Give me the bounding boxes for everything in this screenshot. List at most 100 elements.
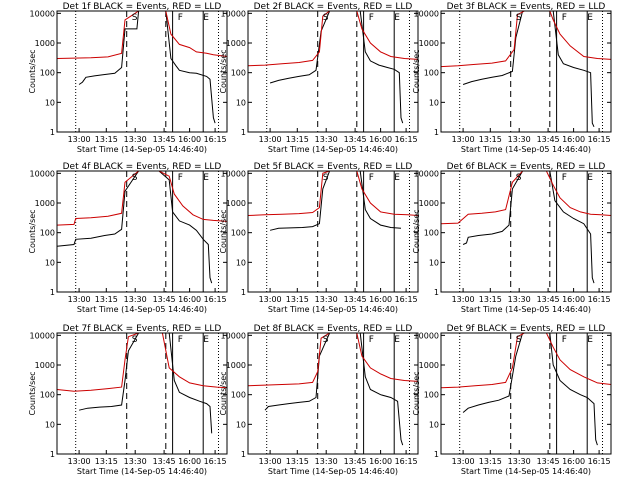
x-tick-label: 13:15 — [479, 135, 502, 144]
y-axis-label: Counts/sec — [28, 209, 37, 253]
x-tick-label: 13:30 — [315, 135, 338, 144]
series-line-lld — [440, 332, 612, 389]
x-tick-label: 13:45 — [344, 457, 367, 466]
y-tick-label: 10 — [429, 420, 439, 429]
x-tick-label: 13:15 — [479, 457, 502, 466]
x-tick-label: 16:15 — [588, 295, 611, 304]
x-tick-label: 13:15 — [286, 295, 309, 304]
x-tick-label: 16:00 — [178, 295, 201, 304]
x-tick-label: 13:00 — [68, 135, 91, 144]
series-line-events — [269, 10, 404, 124]
x-tick-label: 16:15 — [395, 295, 418, 304]
series-line-events — [78, 10, 216, 124]
y-tick-label: 100 — [424, 391, 439, 400]
y-tick-label: 1 — [434, 128, 439, 137]
plot-frame — [56, 10, 228, 133]
y-tick-label: 1 — [50, 128, 55, 137]
x-axis-label: Start Time (14-Sep-05 14:46:40) — [461, 305, 591, 314]
y-tick-label: 100 — [40, 69, 55, 78]
x-tick-label: 13:00 — [452, 457, 475, 466]
series-line-events — [462, 10, 595, 128]
event-marker-f: F — [562, 173, 567, 183]
x-tick-label: 13:15 — [95, 457, 118, 466]
x-tick-label: 13:00 — [259, 295, 282, 304]
x-tick-label: 13:00 — [452, 135, 475, 144]
y-tick-label: 10 — [45, 420, 55, 429]
y-tick-label: 100 — [231, 69, 246, 78]
y-axis-label: Counts/sec — [412, 209, 421, 253]
y-tick-label: 100 — [231, 391, 246, 400]
event-marker-s: S — [132, 173, 138, 183]
y-tick-label: 10000 — [414, 9, 439, 18]
y-tick-label: 1 — [434, 450, 439, 459]
y-tick-label: 1000 — [35, 361, 55, 370]
series-line-lld — [56, 170, 228, 226]
y-tick-label: 1000 — [35, 39, 55, 48]
x-axis-label: Start Time (14-Sep-05 14:46:40) — [268, 305, 398, 314]
event-marker-f: F — [178, 173, 183, 183]
y-tick-label: 100 — [231, 229, 246, 238]
event-marker-s: S — [516, 335, 522, 345]
series-line-events — [56, 170, 213, 284]
plot-frame — [56, 170, 228, 293]
y-tick-label: 10000 — [414, 169, 439, 178]
event-marker-s: S — [323, 13, 329, 23]
y-tick-label: 1 — [50, 288, 55, 297]
y-tick-label: 100 — [424, 229, 439, 238]
y-tick-label: 10 — [236, 420, 246, 429]
x-tick-label: 13:00 — [68, 457, 91, 466]
y-tick-label: 1000 — [419, 361, 439, 370]
event-marker-e: E — [394, 335, 400, 345]
x-tick-label: 16:15 — [204, 457, 227, 466]
chart-title: Det 3f BLACK = Events, RED = LLD — [447, 2, 606, 12]
y-tick-label: 1 — [434, 288, 439, 297]
x-tick-label: 13:00 — [452, 295, 475, 304]
y-tick-label: 10 — [429, 258, 439, 267]
x-tick-label: 13:45 — [153, 295, 176, 304]
x-tick-label: 13:00 — [259, 457, 282, 466]
y-axis-label: Counts/sec — [219, 49, 228, 93]
y-tick-label: 1000 — [226, 361, 246, 370]
x-tick-label: 16:15 — [588, 135, 611, 144]
x-tick-label: 13:45 — [537, 295, 560, 304]
y-tick-label: 1 — [241, 450, 246, 459]
event-marker-e: E — [394, 13, 400, 23]
chart-title: Det 6f BLACK = Events, RED = LLD — [447, 162, 606, 172]
y-tick-label: 1000 — [419, 199, 439, 208]
y-tick-label: 10000 — [221, 331, 246, 340]
x-tick-label: 13:30 — [508, 135, 531, 144]
series-line-events — [264, 332, 404, 446]
y-axis-label: Counts/sec — [412, 49, 421, 93]
x-axis-label: Start Time (14-Sep-05 14:46:40) — [268, 145, 398, 154]
x-tick-label: 16:00 — [562, 457, 585, 466]
series-line-events — [269, 170, 402, 231]
series-line-events — [462, 332, 598, 446]
plot-frame — [56, 332, 228, 455]
event-marker-f: F — [369, 13, 374, 23]
event-marker-e: E — [203, 173, 209, 183]
x-axis-label: Start Time (14-Sep-05 14:46:40) — [461, 467, 591, 476]
x-axis-label: Start Time (14-Sep-05 14:46:40) — [77, 467, 207, 476]
y-tick-label: 10000 — [30, 9, 55, 18]
x-tick-label: 13:15 — [479, 295, 502, 304]
x-tick-label: 13:30 — [124, 295, 147, 304]
x-tick-label: 13:30 — [315, 457, 338, 466]
x-tick-label: 16:15 — [588, 457, 611, 466]
event-marker-f: F — [562, 13, 567, 23]
event-marker-e: E — [587, 335, 593, 345]
x-tick-label: 13:45 — [153, 457, 176, 466]
event-marker-f: F — [178, 13, 183, 23]
x-tick-label: 13:45 — [344, 135, 367, 144]
event-marker-s: S — [516, 13, 522, 23]
plot-frame — [440, 10, 612, 133]
y-tick-label: 10 — [236, 98, 246, 107]
y-tick-label: 1 — [241, 128, 246, 137]
event-marker-s: S — [132, 335, 138, 345]
event-marker-e: E — [587, 173, 593, 183]
y-tick-label: 1000 — [226, 39, 246, 48]
x-tick-label: 13:45 — [537, 135, 560, 144]
